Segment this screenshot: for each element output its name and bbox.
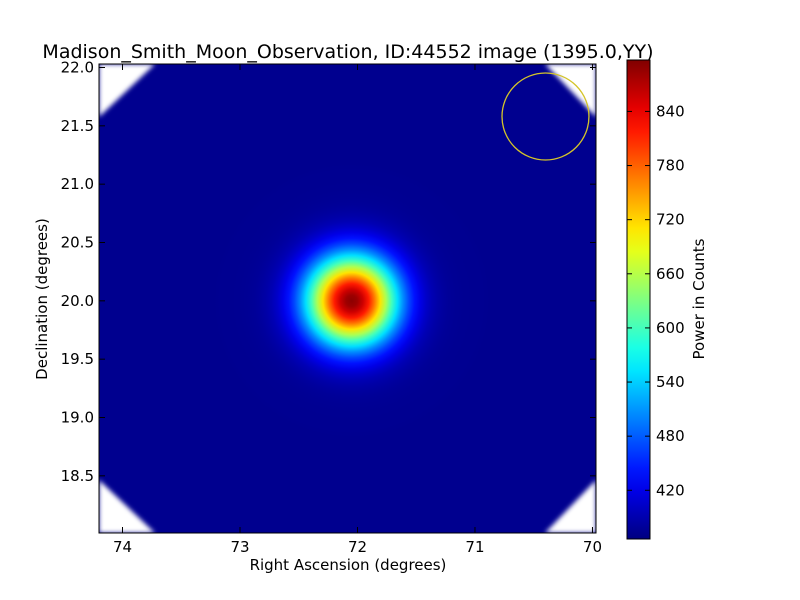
- colorbar-ticks: 420 480 540 600 660 720 780 840: [627, 102, 685, 499]
- y-tick-label: 20.5: [61, 234, 94, 252]
- colorbar-tick-label: 540: [656, 373, 685, 391]
- colorbar-tick-label: 660: [656, 265, 685, 283]
- x-tick-label: 70: [583, 538, 602, 556]
- x-tick-label: 72: [348, 538, 367, 556]
- x-axis-ticks: 74 73 72 71 70: [113, 64, 602, 556]
- colorbar-label: Power in Counts: [690, 238, 708, 359]
- y-tick-label: 20.0: [61, 292, 94, 310]
- colorbar: [626, 59, 651, 540]
- x-axis-label: Right Ascension (degrees): [250, 556, 447, 574]
- corner-mask-bottom-right: [545, 480, 596, 533]
- colorbar-tick-label: 420: [656, 481, 685, 499]
- y-tick-label: 19.0: [61, 409, 94, 427]
- colorbar-tick-label: 480: [656, 427, 685, 445]
- source-blob: [214, 164, 490, 438]
- plot-area: [99, 64, 596, 533]
- x-tick-label: 74: [113, 538, 132, 556]
- colorbar-tick-label: 780: [656, 157, 685, 175]
- beam-circle: [501, 72, 590, 161]
- y-tick-label: 21.5: [61, 117, 94, 135]
- colorbar-tick-label: 600: [656, 319, 685, 337]
- y-tick-label: 22.0: [61, 59, 94, 77]
- plot-frame: [98, 63, 597, 534]
- y-tick-label: 21.0: [61, 175, 94, 193]
- corner-mask-top-right: [545, 64, 596, 117]
- corner-mask-bottom-left: [99, 480, 155, 533]
- colorbar-tick-label: 840: [656, 102, 685, 120]
- corner-masks: [99, 64, 596, 533]
- y-tick-label: 19.5: [61, 350, 94, 368]
- colorbar-tick-label: 720: [656, 211, 685, 229]
- y-axis-ticks: 18.5 19.0 19.5 20.0 20.5 21.0 21.5 22.0: [61, 59, 596, 485]
- corner-mask-top-left: [99, 64, 155, 117]
- y-axis-label: Declination (degrees): [33, 218, 51, 380]
- x-tick-label: 71: [465, 538, 484, 556]
- x-tick-label: 73: [230, 538, 249, 556]
- y-tick-label: 18.5: [61, 467, 94, 485]
- chart-title: Madison_Smith_Moon_Observation, ID:44552…: [42, 41, 653, 63]
